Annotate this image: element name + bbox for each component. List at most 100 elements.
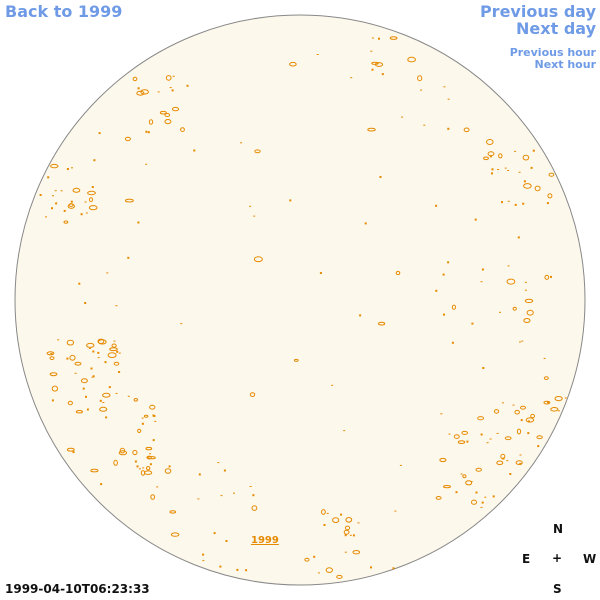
magnetic-feature: [475, 491, 478, 494]
magnetic-feature: [501, 402, 504, 404]
magnetic-feature: [537, 445, 540, 448]
magnetic-feature: [146, 466, 151, 471]
magnetic-feature: [389, 36, 398, 40]
magnetic-feature: [127, 256, 130, 259]
magnetic-feature: [249, 205, 252, 207]
magnetic-feature: [92, 375, 95, 378]
magnetic-feature: [496, 460, 504, 466]
year-marker-link[interactable]: 1999: [251, 535, 279, 546]
magnetic-feature: [49, 372, 58, 377]
magnetic-feature: [57, 339, 60, 341]
magnetic-feature: [149, 404, 156, 410]
magnetic-feature: [149, 463, 152, 466]
magnetic-feature: [84, 201, 87, 203]
magnetic-feature: [72, 187, 81, 193]
magnetic-feature: [106, 272, 109, 274]
magnetic-feature: [509, 473, 512, 475]
magnetic-feature: [352, 550, 361, 555]
magnetic-feature: [550, 275, 552, 278]
magnetic-feature: [465, 480, 473, 486]
magnetic-feature: [345, 517, 353, 523]
magnetic-feature: [344, 534, 347, 537]
previous-day-link[interactable]: Previous day: [479, 2, 596, 21]
magnetic-feature: [164, 119, 172, 125]
magnetic-feature: [88, 348, 91, 349]
magnetic-feature: [149, 453, 152, 455]
next-day-link[interactable]: Next day: [516, 19, 596, 38]
magnetic-feature: [451, 341, 454, 344]
magnetic-feature: [236, 568, 239, 571]
magnetic-feature: [233, 492, 235, 494]
magnetic-feature: [451, 304, 456, 310]
magnetic-feature: [141, 417, 144, 419]
magnetic-feature: [512, 404, 515, 406]
magnetic-feature: [90, 468, 99, 473]
magnetic-feature: [180, 323, 183, 325]
magnetic-feature: [344, 525, 351, 531]
magnetic-feature: [54, 190, 57, 192]
magnetic-feature: [99, 399, 102, 402]
magnetic-feature: [193, 149, 196, 152]
magnetic-feature: [102, 392, 111, 398]
magnetic-feature: [379, 176, 382, 178]
magnetic-feature: [132, 76, 138, 82]
magnetic-feature: [359, 314, 362, 317]
magnetic-feature: [51, 399, 54, 402]
magnetic-feature: [443, 485, 451, 489]
magnetic-feature: [514, 150, 517, 152]
magnetic-feature: [457, 440, 466, 445]
magnetic-feature: [489, 155, 492, 158]
magnetic-feature: [466, 440, 469, 443]
magnetic-feature: [253, 215, 256, 217]
compass-south: S: [553, 582, 562, 596]
magnetic-feature: [530, 413, 535, 419]
magnetic-feature: [144, 470, 153, 476]
magnetic-feature: [245, 569, 248, 572]
magnetic-feature: [198, 473, 201, 476]
magnetic-feature: [147, 131, 150, 134]
magnetic-feature: [501, 201, 503, 204]
magnetic-feature: [370, 566, 372, 569]
magnetic-feature: [557, 410, 560, 412]
magnetic-feature: [514, 203, 517, 206]
magnetic-feature: [399, 464, 402, 466]
magnetic-feature: [127, 395, 130, 397]
magnetic-feature: [357, 522, 360, 524]
magnetic-feature: [392, 567, 395, 570]
magnetic-feature: [492, 495, 495, 498]
magnetic-feature: [480, 281, 483, 283]
magnetic-feature: [66, 447, 75, 452]
magnetic-feature: [113, 361, 120, 366]
magnetic-feature: [420, 89, 423, 91]
magnetic-feature: [331, 384, 334, 386]
magnetic-feature: [520, 419, 523, 422]
magnetic-feature: [202, 553, 205, 556]
magnetic-feature: [202, 560, 205, 562]
magnetic-feature: [223, 469, 226, 472]
magnetic-feature: [78, 282, 81, 285]
magnetic-feature: [159, 110, 167, 115]
magnetic-feature: [480, 433, 483, 436]
magnetic-feature: [289, 61, 297, 67]
back-to-year-link[interactable]: Back to 1999: [5, 2, 123, 21]
next-hour-link[interactable]: Next hour: [534, 58, 597, 71]
magnetic-feature: [460, 473, 463, 475]
magnetic-feature: [137, 221, 140, 224]
magnetic-feature: [197, 498, 200, 500]
previous-hour-link[interactable]: Previous hour: [509, 46, 596, 59]
magnetic-feature: [463, 127, 470, 133]
magnetic-feature: [111, 343, 117, 348]
magnetic-feature: [332, 517, 340, 523]
magnetic-feature: [168, 465, 171, 468]
magnetic-feature: [145, 130, 148, 133]
magnetic-feature: [219, 565, 222, 568]
magnetic-feature: [462, 474, 467, 479]
magnetic-feature: [447, 98, 450, 100]
magnetic-feature: [157, 91, 160, 93]
magnetic-feature: [507, 170, 510, 171]
magnetic-feature: [60, 190, 63, 192]
magnetic-feature: [93, 159, 96, 162]
magnetic-feature: [550, 407, 559, 412]
magnetic-feature: [99, 406, 108, 412]
